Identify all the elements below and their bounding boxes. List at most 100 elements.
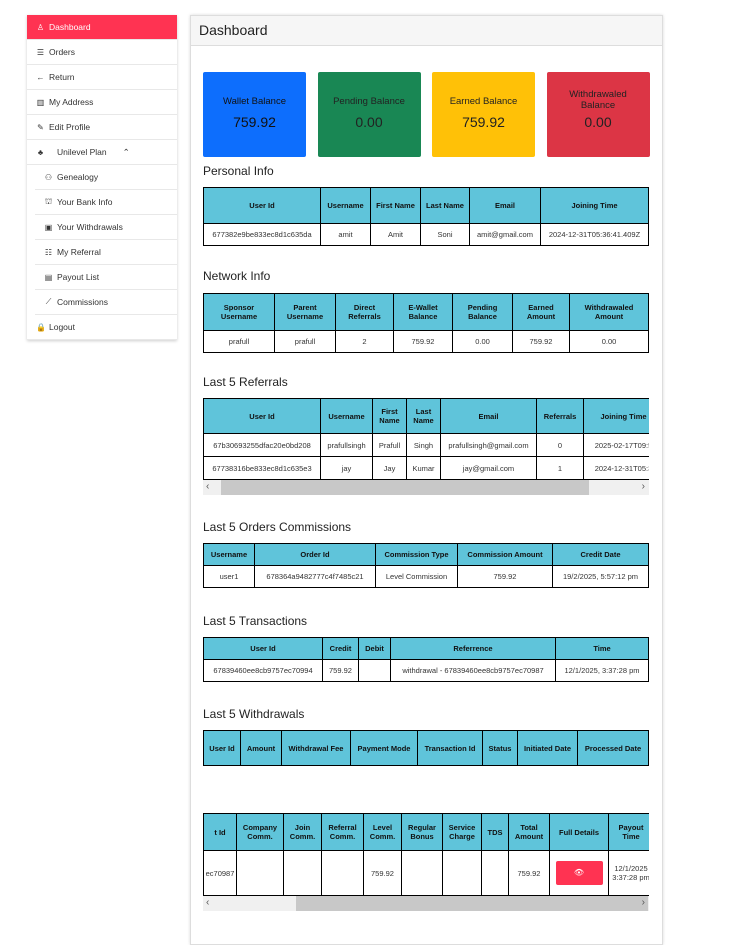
table-cell — [321, 850, 364, 896]
column-header: Sponsor Username — [203, 293, 275, 331]
table-row: 67738316be833ec8d1c635e3 jay Jay Kumar jay@g… — [203, 456, 649, 480]
column-header: t Id — [203, 813, 237, 851]
column-header: User Id — [203, 398, 321, 434]
sidebar-item-your-bank-info[interactable]: ⛫ Your Bank Info — [35, 190, 177, 215]
sidebar-item-edit-profile[interactable]: ✎ Edit Profile — [27, 115, 177, 140]
column-header: Service Charge — [442, 813, 482, 851]
transactions-title: Last 5 Transactions — [203, 614, 308, 628]
scroll-right-icon[interactable]: › — [641, 897, 645, 908]
column-header: Joining Time — [583, 398, 649, 434]
transactions-table: User Id Credit Debit Referrence Time 67839460… — [203, 637, 649, 682]
horizontal-scrollbar[interactable]: ‹ › — [203, 480, 649, 495]
sidebar-item-orders[interactable]: ☰ Orders — [27, 40, 177, 65]
column-header: User Id — [203, 187, 321, 224]
view-details-button[interactable]: 👁 — [555, 861, 603, 885]
column-header: Processed Date — [577, 730, 649, 766]
column-header: Company Comm. — [236, 813, 284, 851]
sidebar-item-your-withdrawals[interactable]: ▣ Your Withdrawals — [35, 215, 177, 240]
card-withdrawaled-balance: Withdrawaled Balance 0.00 — [546, 72, 650, 157]
table-row: user1 678364a9482777c4f7485c21 Level Commi… — [203, 565, 649, 588]
card-label: Wallet Balance — [222, 96, 286, 107]
table-cell: 759.92 — [457, 565, 553, 588]
column-header: Full Details — [549, 813, 609, 851]
sidebar-item-unilevel-plan[interactable]: ♣ Unilevel Plan ⌃ — [27, 140, 177, 165]
column-header: Commission Amount — [457, 543, 553, 566]
pencil-icon: ✎ — [37, 122, 44, 132]
table-cell: 759.92 — [363, 850, 402, 896]
sidebar-item-dashboard[interactable]: ♙ Dashboard — [27, 15, 177, 40]
card-label: Withdrawaled Balance — [569, 89, 627, 111]
sidebar-item-logout[interactable]: 🔒 Logout — [27, 315, 177, 340]
commissions-table: Username Order Id Commission Type Commissio… — [203, 543, 649, 588]
column-header: Withdrawal Fee — [281, 730, 351, 766]
column-header: Username — [320, 187, 371, 224]
sidebar-item-label: Dashboard — [49, 22, 91, 32]
table-cell: 67b30693255dfac20e0bd208 — [203, 433, 321, 457]
table-cell: 0 — [536, 433, 584, 457]
sidebar-item-return[interactable]: ← Return — [27, 65, 177, 90]
column-header: First Name — [372, 398, 407, 434]
sidebar-item-label: Unilevel Plan — [57, 147, 107, 157]
scrollbar-thumb[interactable] — [296, 896, 648, 911]
column-header: Total Amount — [508, 813, 550, 851]
eye-icon: 👁 — [573, 868, 585, 877]
table-cell: 759.92 — [393, 330, 453, 353]
table-cell: prafullsingh — [320, 433, 373, 457]
sidebar: ♙ Dashboard ☰ Orders ← Return ▥ My Address ✎ Edit… — [27, 15, 177, 340]
column-header: Email — [469, 187, 541, 224]
table-cell: user1 — [203, 565, 255, 588]
card-value: 759.92 — [233, 114, 276, 130]
table-cell — [358, 659, 391, 682]
scroll-left-icon[interactable]: ‹ — [206, 481, 210, 492]
personal-table: User Id Username First Name Last Name Email J… — [203, 187, 649, 246]
scrollbar-thumb[interactable] — [221, 480, 589, 495]
sidebar-item-label: Your Bank Info — [57, 197, 113, 207]
sidebar-item-my-referral[interactable]: ☷ My Referral — [35, 240, 177, 265]
horizontal-scrollbar[interactable]: ‹ › — [203, 896, 649, 911]
sidebar-item-payout-list[interactable]: ▤ Payout List — [35, 265, 177, 290]
card-label: Earned Balance — [449, 96, 518, 107]
full-details-cell: 👁 — [549, 850, 609, 896]
page-title: Dashboard — [191, 16, 662, 46]
column-header: Last Name — [406, 398, 441, 434]
table-cell: 0.00 — [452, 330, 513, 353]
card-label: Pending Balance — [333, 96, 405, 107]
table-cell: 2024-12-31T05:36:41.409Z — [540, 223, 649, 246]
table-cell: jay@gmail.com — [440, 456, 537, 480]
withdrawals-table: User Id Amount Withdrawal Fee Payment Mode T… — [203, 730, 649, 766]
column-header: Regular Bonus — [401, 813, 443, 851]
table-cell: prafull — [274, 330, 336, 353]
column-header: Payment Mode — [350, 730, 418, 766]
sidebar-item-label: My Referral — [57, 247, 101, 257]
scroll-left-icon[interactable]: ‹ — [206, 897, 210, 908]
table-cell: 67839460ee8cb9757ec70994 — [203, 659, 323, 682]
table-cell: 2025-02-17T09:5 — [583, 433, 649, 457]
sidebar-item-label: Payout List — [57, 272, 100, 282]
table-cell: Amit — [370, 223, 421, 246]
column-header: Credit Date — [552, 543, 649, 566]
table-cell: 1 — [536, 456, 584, 480]
table-cell: ec70987 — [203, 850, 237, 896]
table-row: prafull prafull 2 759.92 0.00 759.92 0.00 — [203, 330, 649, 353]
chevron-up-icon[interactable]: ⌃ — [122, 146, 130, 157]
sidebar-item-commissions[interactable]: ⟋ Commissions — [35, 290, 177, 315]
table-cell: 678364a9482777c4f7485c21 — [254, 565, 376, 588]
commissions-title: Last 5 Orders Commissions — [203, 520, 352, 534]
sidebar-item-my-address[interactable]: ▥ My Address — [27, 90, 177, 115]
column-header: Withdrawaled Amount — [569, 293, 649, 331]
table-cell: prafullsingh@gmail.com — [440, 433, 537, 457]
table-cell: Soni — [420, 223, 470, 246]
table-row: 67b30693255dfac20e0bd208 prafullsingh Praf… — [203, 433, 649, 457]
table-cell: 0.00 — [569, 330, 649, 353]
user-icon: ♙ — [36, 22, 45, 32]
bank-icon: ⛫ — [44, 197, 53, 206]
column-header: Pending Balance — [452, 293, 513, 331]
card-value: 759.92 — [462, 114, 505, 130]
scroll-right-icon[interactable]: › — [641, 481, 645, 492]
sidebar-item-label: Your Withdrawals — [57, 222, 123, 232]
column-header: Last Name — [420, 187, 470, 224]
column-header: Transaction Id — [417, 730, 483, 766]
sidebar-item-genealogy[interactable]: ⚇ Genealogy — [35, 165, 177, 190]
table-cell — [236, 850, 284, 896]
referrals-title: Last 5 Referrals — [203, 375, 288, 389]
